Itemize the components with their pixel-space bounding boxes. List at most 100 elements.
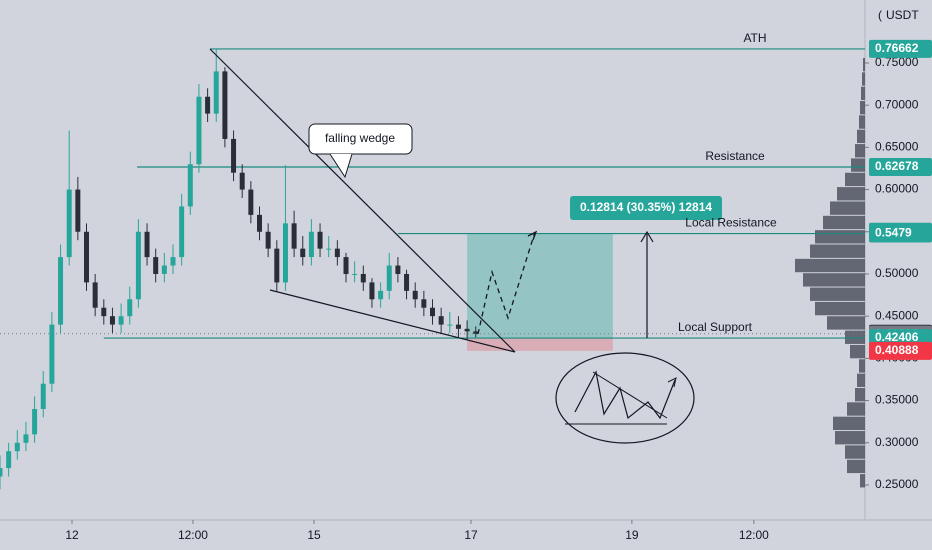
candle-body (300, 248, 306, 258)
profile-bar (845, 172, 865, 187)
candle-body (421, 299, 427, 308)
candle-body (75, 189, 81, 232)
candle-body (239, 172, 245, 190)
candle-body (257, 214, 262, 232)
profile-bar (795, 258, 865, 273)
position-stop (467, 338, 613, 351)
profile-bar (851, 158, 865, 172)
price-tag (869, 39, 932, 58)
price-tag-label: 0.42406 (875, 330, 919, 344)
candle-body (291, 223, 297, 249)
candle-body (352, 273, 358, 275)
projection-head (527, 230, 538, 241)
pattern-ellipse (555, 352, 695, 444)
candle-body (378, 290, 384, 300)
candle-body (404, 273, 410, 291)
measure-arrow-head (640, 230, 654, 243)
y-tick-label: 0.30000 (875, 435, 919, 449)
candle-body (464, 328, 470, 332)
y-tick-label: 0.65000 (875, 140, 919, 154)
profile-bar (815, 230, 865, 244)
profile-bar (810, 287, 865, 301)
candle-body (473, 331, 479, 334)
candle-body (58, 257, 64, 325)
profile-bar (857, 373, 865, 387)
candle-body (153, 257, 159, 274)
candle-body (118, 316, 124, 325)
profile-bar (845, 445, 865, 459)
profile-bar (857, 129, 865, 144)
profile-bar (863, 57, 865, 72)
profile-bar (859, 359, 865, 373)
candle-body (161, 265, 167, 274)
candle-body (205, 96, 211, 114)
candle-body (40, 383, 46, 410)
candle-body (32, 409, 38, 435)
y-tick-label: 0.50000 (875, 266, 919, 280)
candle-body (179, 206, 185, 258)
candle-body (49, 324, 55, 384)
profile-bar (845, 330, 865, 344)
candle-body (438, 316, 444, 325)
candle-body (386, 265, 392, 291)
candle-body (66, 189, 72, 258)
y-tick-label: 0.45000 (875, 308, 919, 322)
x-tick-label: 17 (464, 528, 478, 542)
price-tag (869, 341, 932, 360)
candle-body (430, 307, 435, 317)
candle-body (135, 231, 141, 300)
candle-body (23, 434, 29, 443)
profile-bar (830, 201, 865, 215)
pattern-head (667, 377, 677, 388)
profile-bar (860, 474, 865, 488)
profile-bar (855, 144, 865, 158)
level-label: Local Resistance (685, 216, 777, 230)
candle-body (343, 257, 349, 274)
y-tick-label: 0.60000 (875, 182, 919, 196)
candle-body (144, 231, 150, 258)
candle-body (196, 96, 202, 165)
position-label-box (570, 196, 722, 220)
profile-bar (810, 244, 865, 258)
wedge-upper (209, 48, 516, 353)
profile-bar (835, 431, 865, 445)
candle-body (222, 71, 228, 139)
candle-body (265, 231, 271, 249)
x-tick-label: 12:00 (739, 528, 769, 542)
candle-body (274, 248, 280, 283)
callout-tail (329, 153, 353, 179)
x-tick-label: 12 (65, 528, 79, 542)
price-tag (869, 157, 932, 176)
x-tick-label: 19 (625, 528, 639, 542)
callout-text: falling wedge (325, 131, 395, 145)
candle-body (101, 307, 107, 317)
level-label: ATH (743, 31, 766, 45)
x-tick-label: 12:00 (178, 528, 208, 542)
candle-body (334, 248, 340, 258)
position-label: 0.12814 (30.35%) 12814 (580, 200, 712, 214)
candle-body (187, 164, 193, 207)
profile-bar (861, 86, 865, 101)
level-label: Resistance (705, 149, 765, 163)
y-tick-label: 0.70000 (875, 97, 919, 111)
candle-body (14, 442, 20, 452)
profile-bar (823, 215, 865, 230)
price-tag (869, 224, 932, 243)
price-tag-label: 0.5479 (875, 226, 912, 240)
callout-box (308, 123, 413, 155)
profile-bar (827, 316, 865, 330)
candle-body (231, 138, 237, 173)
candle-body (213, 71, 219, 114)
candle-body (308, 231, 314, 258)
candle-body (6, 451, 12, 469)
y-tick-label: 0.25000 (875, 477, 919, 491)
candle-body (317, 231, 323, 249)
candle-body (395, 265, 401, 274)
candle-body (0, 468, 3, 477)
profile-bar (859, 115, 865, 129)
axis-paren: ( (878, 8, 882, 22)
position-target (467, 233, 613, 339)
candle-body (455, 324, 461, 329)
profile-bar (860, 101, 865, 115)
level-label: Local Support (678, 320, 753, 334)
